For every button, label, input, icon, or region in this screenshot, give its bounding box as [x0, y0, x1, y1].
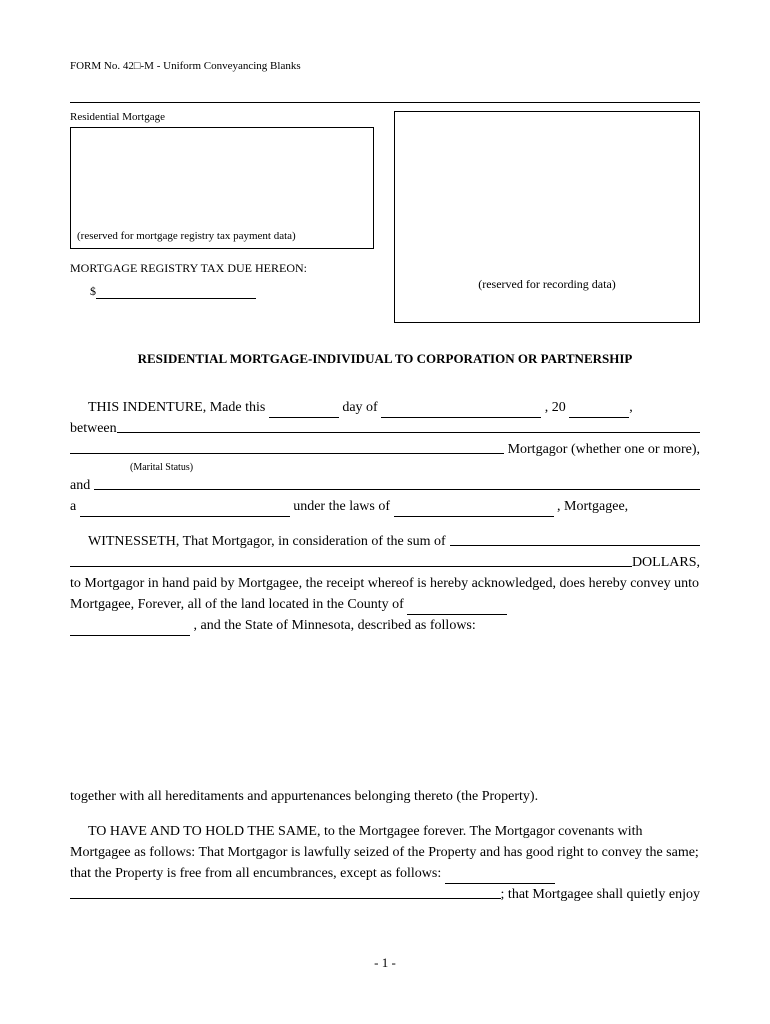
form-number-header: FORM No. 42□-M - Uniform Conveyancing Bl… — [70, 60, 700, 72]
year-blank[interactable] — [569, 403, 629, 418]
header-boxes-row: Residential Mortgage (reserved for mortg… — [70, 102, 700, 323]
indenture-paragraph: THIS INDENTURE, Made this day of , 20 , … — [70, 397, 700, 517]
document-page: FORM No. 42□-M - Uniform Conveyancing Bl… — [0, 0, 770, 1011]
mortgagor-name-blank[interactable] — [70, 439, 504, 454]
dollar-sign: $ — [90, 284, 96, 298]
page-number: - 1 - — [70, 955, 700, 971]
marital-status-note: (Marital Status) — [130, 460, 700, 475]
document-title: RESIDENTIAL MORTGAGE-INDIVIDUAL TO CORPO… — [70, 351, 700, 367]
tohave-paragraph: TO HAVE AND TO HOLD THE SAME, to the Mor… — [70, 821, 700, 905]
witnesseth-body2: , and the State of Minnesota, described … — [194, 618, 476, 633]
dollars-text: DOLLARS, — [632, 552, 700, 573]
between-blank[interactable] — [117, 418, 700, 433]
county-blank-2[interactable] — [70, 621, 190, 636]
encumbrances-blank-2[interactable] — [70, 884, 501, 899]
indenture-prefix: THIS INDENTURE, Made this — [88, 400, 265, 415]
sum-blank[interactable] — [450, 531, 700, 546]
and-text: and — [70, 475, 90, 496]
left-box-column: Residential Mortgage (reserved for mortg… — [70, 111, 374, 323]
jurisdiction-blank[interactable] — [394, 502, 554, 517]
recording-data-caption: (reserved for recording data) — [395, 277, 699, 292]
month-blank[interactable] — [381, 403, 541, 418]
county-blank[interactable] — [407, 600, 507, 615]
and-blank[interactable] — [94, 475, 700, 490]
recording-data-box: (reserved for recording data) — [394, 111, 700, 323]
tax-payment-box: (reserved for mortgage registry tax paym… — [70, 127, 374, 249]
mortgagee-suffix: , Mortgagee, — [557, 499, 628, 514]
entity-type-blank[interactable] — [80, 502, 290, 517]
witnesseth-prefix: WITNESSETH, That Mortgagor, in considera… — [88, 531, 446, 552]
sum-blank-2[interactable] — [70, 552, 632, 567]
year-prefix: , 20 — [545, 400, 566, 415]
day-of-text: day of — [342, 400, 377, 415]
encumbrances-blank[interactable] — [445, 869, 555, 884]
together-paragraph: together with all hereditaments and appu… — [70, 786, 700, 807]
day-blank[interactable] — [269, 403, 339, 418]
tohave-tail: ; that Mortgagee shall quietly enjoy — [501, 884, 700, 905]
tax-amount-line: $ — [90, 284, 374, 299]
tax-amount-blank[interactable] — [96, 298, 256, 299]
between-text: between — [70, 418, 117, 439]
witnesseth-paragraph: WITNESSETH, That Mortgagor, in considera… — [70, 531, 700, 636]
witnesseth-body1: to Mortgagor in hand paid by Mortgagee, … — [70, 576, 699, 612]
residential-mortgage-label: Residential Mortgage — [70, 111, 374, 123]
tax-due-label: MORTGAGE REGISTRY TAX DUE HEREON: — [70, 261, 374, 276]
mortgagor-suffix: Mortgagor (whether one or more), — [508, 439, 700, 460]
under-laws-text: under the laws of — [293, 499, 390, 514]
tohave-lead: TO HAVE AND TO HOLD THE SAME, to the Mor… — [70, 824, 699, 881]
tax-payment-caption: (reserved for mortgage registry tax paym… — [77, 230, 296, 242]
a-text: a — [70, 499, 76, 514]
